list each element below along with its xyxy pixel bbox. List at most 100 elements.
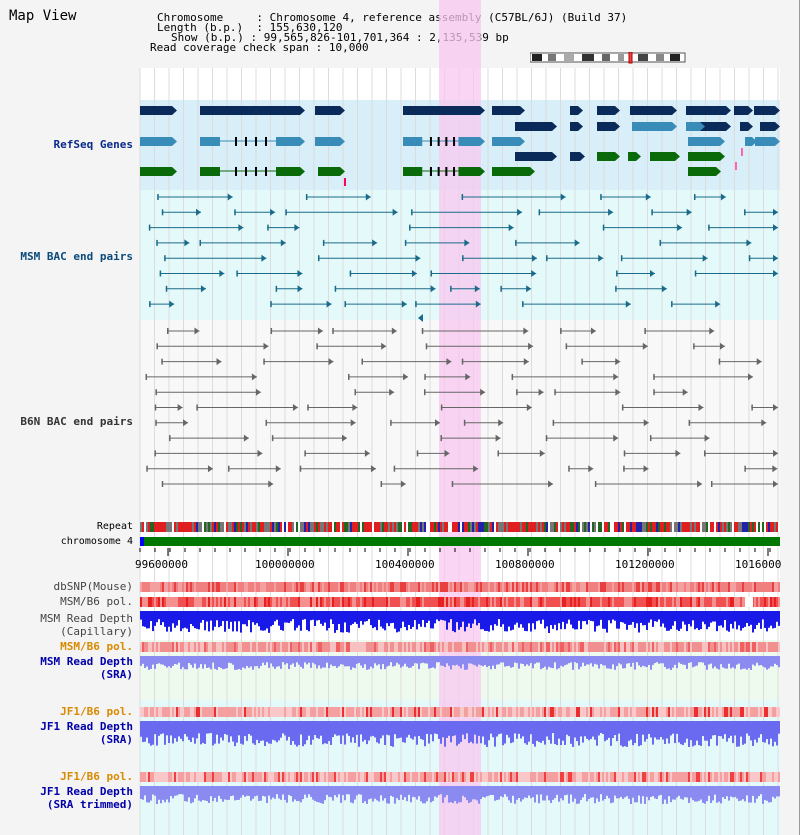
repeat-element <box>766 522 768 532</box>
msm-pol-cell <box>636 597 638 607</box>
jf1-sra-depth <box>212 721 214 746</box>
jf1-trim-depth <box>754 786 756 803</box>
msm-sra-depth <box>172 656 174 666</box>
repeat-element <box>560 522 562 532</box>
msm-sra-depth <box>282 656 284 663</box>
dbsnp-cell <box>206 582 208 592</box>
msm-bac-pair <box>694 270 697 277</box>
jf1-trim-depth <box>648 786 650 801</box>
b6n-bac-pair <box>421 328 424 334</box>
jf1-sra-depth <box>450 721 452 743</box>
jf1-trim-depth <box>744 786 746 802</box>
jf1-pol2-cell <box>416 772 418 782</box>
jf1-trim-depth <box>524 786 526 798</box>
msm-capillary-depth <box>594 611 596 632</box>
msm-pol-cell <box>416 597 418 607</box>
jf1-trim-depth <box>646 786 648 797</box>
jf1-trim-depth <box>238 786 240 800</box>
msm-pol-cell <box>704 597 706 607</box>
msm-pol2-cell <box>148 642 150 652</box>
msm-pol2-cell <box>616 642 618 652</box>
gene-exon <box>315 137 340 146</box>
msm-pol-cell <box>510 597 512 607</box>
msm-capillary-depth <box>376 611 378 631</box>
b6n-bac-pair <box>653 389 655 396</box>
jf1-sra-depth <box>318 721 320 739</box>
dbsnp-cell <box>584 582 586 592</box>
jf1-trim-depth <box>774 786 776 799</box>
msm-pol-cell <box>224 597 226 607</box>
msm-sra-depth <box>396 656 398 663</box>
dbsnp-cell <box>670 582 672 592</box>
dbsnp-cell <box>230 582 232 592</box>
dbsnp-cell <box>378 582 380 592</box>
msm-pol2-cell <box>462 642 464 652</box>
repeat-element <box>402 522 404 532</box>
jf1-sra-depth <box>734 721 736 736</box>
msm-capillary-depth <box>410 611 412 629</box>
jf1-pol2-cell <box>656 772 658 782</box>
jf1-pol2-cell <box>364 772 366 782</box>
jf1-pol2-cell <box>778 772 780 782</box>
msm-sra-depth <box>300 656 302 667</box>
repeat-element <box>678 522 680 532</box>
jf1-sra-depth <box>312 721 314 740</box>
dbsnp-cell <box>494 582 496 592</box>
jf1-trim-depth <box>294 786 296 800</box>
repeat-element <box>244 522 246 532</box>
jf1-trim-depth <box>154 786 156 796</box>
msm-bac-pair <box>574 239 580 247</box>
jf1-pol-cell <box>142 707 144 717</box>
jf1-pol2-cell <box>740 772 742 782</box>
dbsnp-cell <box>478 582 480 592</box>
msm-pol2-cell <box>632 642 634 652</box>
msm-sra-depth <box>644 656 646 667</box>
dbsnp-cell <box>462 582 464 592</box>
msm-pol2-cell <box>488 642 490 652</box>
repeat-element <box>258 522 260 532</box>
msm-pol2-cell <box>608 642 610 652</box>
msm-capillary-depth <box>626 611 628 630</box>
jf1-pol-cell <box>730 707 732 717</box>
dbsnp-cell <box>158 582 160 592</box>
b6n-bac-pair <box>348 373 350 380</box>
jf1-trim-depth <box>658 786 660 796</box>
repeat-element <box>722 522 724 532</box>
chromosome-ideogram[interactable] <box>530 52 686 64</box>
msm-bac-pair <box>156 239 158 246</box>
jf1-trim-depth <box>772 786 774 797</box>
jf1-pol2-cell <box>562 772 564 782</box>
jf1-sra-depth <box>158 721 160 736</box>
gene-arrow <box>672 122 677 131</box>
jf1-trim-depth <box>316 786 318 802</box>
msm-pol2-cell <box>518 642 520 652</box>
msm-sra-depth <box>678 656 680 663</box>
dbsnp-cell <box>630 582 632 592</box>
jf1-pol2-cell <box>338 772 340 782</box>
jf1-pol-cell <box>676 707 678 717</box>
msm-pol-cell <box>324 597 326 607</box>
msm-pol-cell <box>494 597 496 607</box>
repeat-element <box>494 522 496 532</box>
dbsnp-cell <box>686 582 688 592</box>
jf1-pol-cell <box>236 707 238 717</box>
msm-sra-depth <box>666 656 668 670</box>
msm-sra-depth <box>374 656 376 664</box>
jf1-trim-depth <box>358 786 360 795</box>
dbsnp-cell <box>468 582 470 592</box>
msm-sra-depth <box>336 656 338 668</box>
jf1-pol2-cell <box>208 772 210 782</box>
msm-pol-cell <box>672 597 674 607</box>
msm-pol-cell <box>456 597 458 607</box>
jf1-trim-depth <box>242 786 244 796</box>
jf1-sra-depth <box>242 721 244 745</box>
msm-capillary-depth <box>750 611 752 625</box>
repeat-element <box>380 522 382 532</box>
msm-sra-depth <box>592 656 594 667</box>
msm-pol2-cell <box>280 642 282 652</box>
jf1-pol-cell <box>518 707 520 717</box>
msm-capillary-depth <box>332 611 334 624</box>
msm-pol2-cell <box>394 642 396 652</box>
jf1-pol2-cell <box>738 772 740 782</box>
msm-bac-pair <box>200 285 206 293</box>
